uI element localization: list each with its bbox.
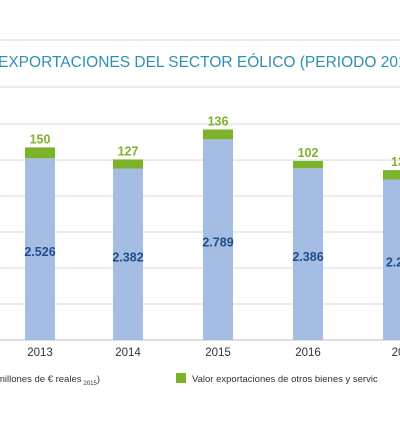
data-label-base-2016: 2.386 <box>292 250 323 264</box>
x-tick-2015: 2015 <box>205 347 231 359</box>
x-tick-2013: 2013 <box>27 347 53 359</box>
data-label-top-2014: 127 <box>118 144 139 158</box>
bar-top-2014 <box>113 159 143 169</box>
legend-label-base-text: millones de € reales <box>0 374 82 385</box>
legend-swatch-other-goods <box>176 373 186 383</box>
x-axis-tick-labels: 2013 2014 2015 2016 20 <box>27 347 400 359</box>
data-labels: 150 2.526 127 2.382 136 2.789 102 2.386 13 2.23 <box>24 114 400 269</box>
bar-base-2014 <box>113 168 143 340</box>
x-tick-2016: 2016 <box>295 347 321 359</box>
bar-base-20 <box>383 179 400 340</box>
data-label-base-20: 2.23 <box>386 256 400 270</box>
bars <box>25 129 400 340</box>
chart-title: EXPORTACIONES DEL SECTOR EÓLICO (PERIODO… <box>0 54 400 71</box>
data-label-top-20: 13 <box>391 155 400 169</box>
data-label-top-2016: 102 <box>298 146 319 160</box>
bar-top-20 <box>383 170 400 180</box>
bar-top-2016 <box>293 160 323 169</box>
grid <box>0 123 400 341</box>
bar-top-2015 <box>203 129 233 140</box>
legend: millones de € reales 2015) Valor exportac… <box>0 373 378 387</box>
data-label-base-2014: 2.382 <box>112 250 143 264</box>
bar-top-2013 <box>25 147 55 159</box>
legend-label-other-goods: Valor exportaciones de otros bienes y se… <box>192 374 378 385</box>
x-tick-20: 20 <box>392 347 400 359</box>
bar-base-2013 <box>25 158 55 340</box>
legend-label-base-suffix: ) <box>97 374 100 385</box>
data-label-base-2015: 2.789 <box>202 236 233 250</box>
data-label-base-2013: 2.526 <box>24 245 55 259</box>
bar-base-2015 <box>203 139 233 340</box>
legend-label-base-subscript: 2015 <box>84 381 98 387</box>
data-label-top-2013: 150 <box>30 132 51 146</box>
bar-base-2016 <box>293 168 323 340</box>
x-tick-2014: 2014 <box>115 347 141 359</box>
legend-label-base: millones de € reales 2015) <box>0 374 100 387</box>
data-label-top-2015: 136 <box>208 114 229 128</box>
